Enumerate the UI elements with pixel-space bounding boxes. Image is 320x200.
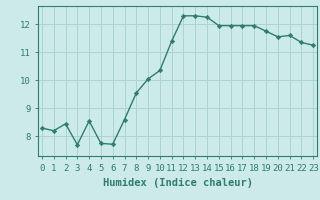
X-axis label: Humidex (Indice chaleur): Humidex (Indice chaleur) (103, 178, 252, 188)
